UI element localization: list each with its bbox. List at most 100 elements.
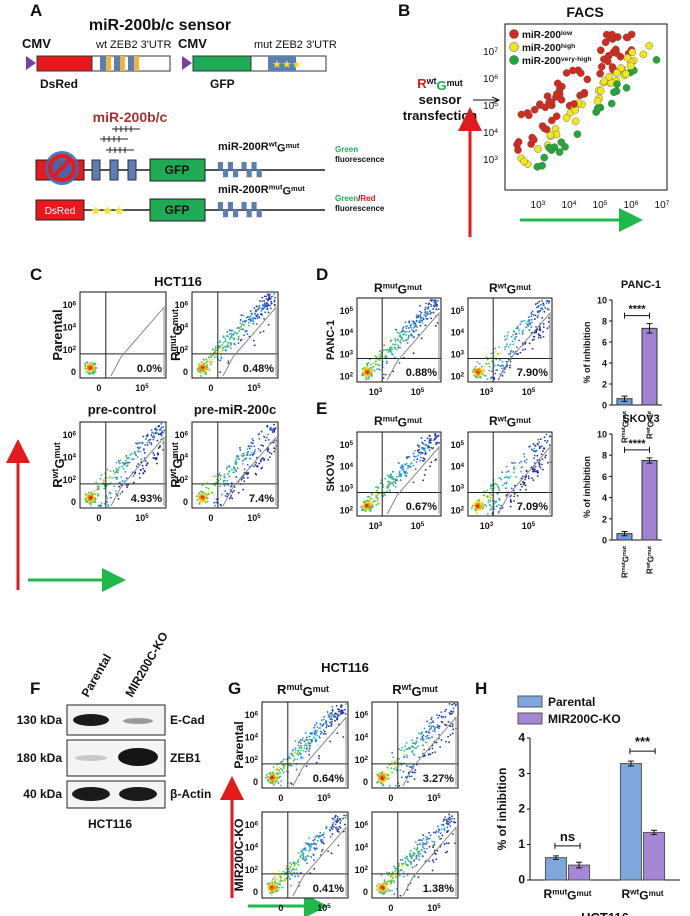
superscript: 2 <box>255 755 259 762</box>
event-dot <box>420 739 422 741</box>
event-dot <box>93 370 95 372</box>
event-dot <box>425 315 427 317</box>
event-dot <box>426 838 428 840</box>
x-tick-label: 103 <box>480 521 494 531</box>
event-dot <box>280 878 282 880</box>
flow-plots: 0.0%106104102001050.48%106104102001054.9… <box>63 292 552 913</box>
event-dot <box>144 452 146 454</box>
event-dot <box>483 369 485 371</box>
event-dot <box>315 844 317 846</box>
event-dot <box>536 307 538 309</box>
event-dot <box>532 348 534 350</box>
event-dot <box>453 703 455 705</box>
event-dot <box>219 371 221 373</box>
event-dot <box>239 447 241 449</box>
event-dot <box>421 452 423 454</box>
event-dot <box>402 469 404 471</box>
event-dot <box>313 737 315 739</box>
event-dot <box>519 462 521 464</box>
event-dot <box>156 440 158 442</box>
y-tick-label: 102 <box>175 475 189 485</box>
event-dot <box>230 333 232 335</box>
event-dot <box>425 469 427 471</box>
event-dot <box>159 446 161 448</box>
band <box>118 748 158 766</box>
event-dot <box>288 756 290 758</box>
event-dot <box>408 456 410 458</box>
flow-plot: 4.93%10610410200105 <box>63 422 166 523</box>
event-dot <box>242 321 244 323</box>
event-dot <box>306 747 308 749</box>
event-dot <box>502 375 504 377</box>
event-dot <box>314 724 316 726</box>
event-dot <box>313 868 315 870</box>
event-dot <box>372 369 374 371</box>
event-dot <box>342 818 344 820</box>
event-dot <box>415 858 417 860</box>
event-dot <box>413 352 415 354</box>
event-dot <box>202 493 204 495</box>
event-dot <box>520 483 522 485</box>
event-dot <box>412 742 414 744</box>
event-dot <box>303 858 305 860</box>
event-dot <box>318 727 320 729</box>
event-dot <box>529 322 531 324</box>
event-dot <box>412 330 414 332</box>
event-dot <box>253 465 255 467</box>
event-dot <box>531 448 533 450</box>
event-dot <box>256 317 258 319</box>
event-dot <box>89 373 91 375</box>
event-dot <box>272 886 274 888</box>
label-part: 10 <box>317 793 327 803</box>
event-dot <box>513 472 515 474</box>
superscript: 5 <box>350 440 354 447</box>
mutation-stars: ★★★ <box>90 203 125 218</box>
event-dot <box>414 747 416 749</box>
event-dot <box>452 833 454 835</box>
event-dot <box>145 438 147 440</box>
superscript: 3 <box>379 387 383 394</box>
event-dot <box>496 505 498 507</box>
event-dot <box>289 868 291 870</box>
event-dot <box>538 334 540 336</box>
event-dot <box>383 373 385 375</box>
event-dot <box>401 747 403 749</box>
schematic-dot <box>610 89 617 96</box>
event-dot <box>117 471 119 473</box>
event-dot <box>390 475 392 477</box>
superscript: mut <box>422 684 438 694</box>
event-dot <box>226 468 228 470</box>
event-dot <box>538 465 540 467</box>
event-dot <box>254 344 256 346</box>
superscript: 5 <box>350 306 354 313</box>
event-dot <box>435 442 437 444</box>
event-dot <box>428 860 430 862</box>
event-dot <box>92 372 94 374</box>
event-dot <box>424 474 426 476</box>
event-dot <box>127 458 129 460</box>
event-dot <box>434 459 436 461</box>
event-dot <box>402 863 404 865</box>
event-dot <box>374 355 376 357</box>
event-dot <box>212 348 214 350</box>
schematic-dot <box>570 100 577 107</box>
event-dot <box>264 436 266 438</box>
event-dot <box>441 721 443 723</box>
event-dot <box>245 331 247 333</box>
y-tick-label: 103 <box>451 483 465 493</box>
event-dot <box>450 734 452 736</box>
event-dot <box>309 748 311 750</box>
event-dot <box>374 370 376 372</box>
event-dot <box>300 854 302 856</box>
event-dot <box>272 882 274 884</box>
event-dot <box>522 349 524 351</box>
superscript: mut <box>291 184 305 193</box>
gfp-box <box>193 56 251 71</box>
event-dot <box>422 479 424 481</box>
event-dot <box>304 847 306 849</box>
event-dot <box>423 314 425 316</box>
event-dot <box>283 758 285 760</box>
event-dot <box>547 440 549 442</box>
schematic-dot <box>602 39 609 46</box>
superscript: 6 <box>73 300 77 307</box>
